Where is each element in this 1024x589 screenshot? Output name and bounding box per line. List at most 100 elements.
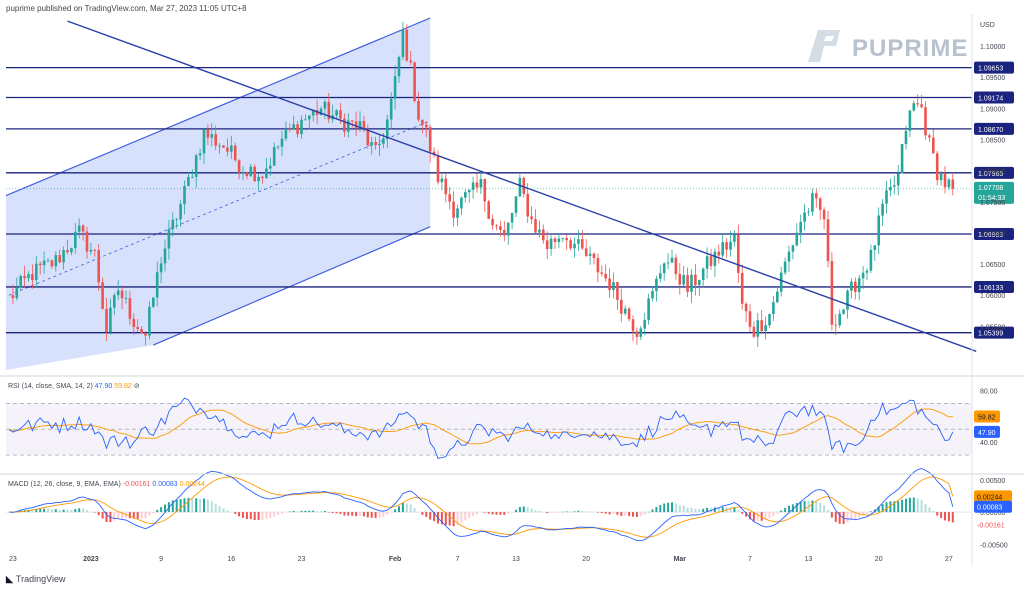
candle-body[interactable] (81, 225, 85, 232)
candle-body[interactable] (737, 234, 740, 273)
candle-body[interactable] (206, 129, 210, 138)
candle-body[interactable] (218, 145, 221, 147)
candle-body[interactable] (581, 239, 584, 249)
candle-body[interactable] (237, 160, 241, 173)
candle-body[interactable] (105, 308, 108, 333)
channel-lower-line[interactable] (153, 226, 431, 346)
candle-body[interactable] (740, 272, 744, 304)
candle-body[interactable] (620, 299, 623, 314)
candle-body[interactable] (916, 103, 919, 105)
candle-body[interactable] (518, 177, 522, 197)
candle-body[interactable] (514, 196, 518, 213)
candle-body[interactable] (31, 274, 34, 280)
rsi-line[interactable] (8, 397, 954, 460)
candle-body[interactable] (842, 309, 845, 314)
candle-body[interactable] (74, 231, 77, 249)
candle-body[interactable] (838, 313, 841, 326)
candle-body[interactable] (319, 108, 323, 115)
candle-body[interactable] (15, 287, 19, 299)
candle-body[interactable] (409, 60, 412, 63)
candle-body[interactable] (935, 153, 939, 181)
candle-body[interactable] (191, 176, 194, 178)
candle-body[interactable] (783, 261, 787, 273)
candle-body[interactable] (354, 121, 358, 128)
candle-body[interactable] (432, 151, 436, 156)
candle-body[interactable] (772, 302, 775, 315)
candle-body[interactable] (276, 146, 280, 148)
candle-body[interactable] (799, 221, 802, 233)
candle-body[interactable] (850, 281, 853, 291)
candle-body[interactable] (709, 256, 713, 266)
candle-body[interactable] (947, 179, 951, 188)
candle-body[interactable] (752, 326, 756, 337)
candle-body[interactable] (604, 273, 607, 279)
candle-body[interactable] (292, 124, 295, 130)
channel-upper-line[interactable] (5, 17, 431, 197)
candle-body[interactable] (327, 101, 331, 120)
candle-body[interactable] (155, 272, 159, 298)
candle-body[interactable] (179, 204, 182, 220)
candle-body[interactable] (487, 201, 490, 219)
candle-body[interactable] (818, 198, 822, 210)
candle-body[interactable] (643, 319, 646, 329)
candle-body[interactable] (50, 260, 54, 267)
candle-body[interactable] (639, 328, 643, 337)
candle-body[interactable] (362, 120, 366, 131)
candle-body[interactable] (405, 29, 409, 61)
candle-body[interactable] (686, 275, 689, 292)
candle-body[interactable] (522, 177, 526, 195)
candle-body[interactable] (194, 155, 198, 177)
candle-body[interactable] (296, 124, 299, 135)
candle-body[interactable] (272, 147, 276, 166)
candle-body[interactable] (124, 298, 128, 300)
candle-body[interactable] (779, 272, 783, 292)
candle-body[interactable] (311, 110, 315, 116)
candle-body[interactable] (561, 238, 565, 239)
candle-body[interactable] (542, 229, 545, 241)
candle-body[interactable] (175, 219, 178, 221)
candle-body[interactable] (241, 172, 245, 174)
candle-body[interactable] (822, 209, 826, 220)
candle-body[interactable] (393, 76, 397, 99)
candle-body[interactable] (257, 176, 260, 182)
candle-body[interactable] (421, 119, 424, 125)
candle-body[interactable] (569, 240, 572, 249)
candle-body[interactable] (444, 178, 448, 195)
candle-body[interactable] (698, 279, 701, 286)
candle-body[interactable] (530, 216, 533, 220)
candle-body[interactable] (58, 255, 61, 263)
candle-body[interactable] (932, 137, 935, 154)
candle-body[interactable] (70, 248, 73, 253)
candle-body[interactable] (214, 134, 217, 146)
candle-body[interactable] (830, 261, 834, 325)
candle-body[interactable] (366, 130, 370, 146)
candle-body[interactable] (378, 143, 381, 146)
candle-body[interactable] (308, 115, 311, 120)
candle-body[interactable] (66, 250, 69, 253)
candle-body[interactable] (674, 257, 678, 275)
candle-body[interactable] (198, 153, 202, 156)
candle-body[interactable] (374, 142, 377, 146)
candle-body[interactable] (253, 166, 256, 182)
candle-body[interactable] (136, 326, 139, 329)
candle-body[interactable] (335, 110, 338, 116)
candle-body[interactable] (904, 130, 908, 145)
candle-body[interactable] (440, 178, 444, 183)
candle-body[interactable] (690, 274, 693, 292)
candle-body[interactable] (768, 314, 771, 326)
candle-body[interactable] (807, 211, 810, 213)
candle-body[interactable] (920, 104, 923, 108)
candle-body[interactable] (744, 303, 748, 312)
candle-body[interactable] (873, 245, 877, 250)
candle-body[interactable] (304, 119, 307, 121)
candle-body[interactable] (912, 103, 916, 111)
candle-body[interactable] (670, 257, 674, 263)
candle-body[interactable] (230, 145, 233, 152)
candle-body[interactable] (19, 276, 22, 288)
candle-body[interactable] (506, 222, 510, 236)
candle-body[interactable] (347, 120, 350, 132)
candle-body[interactable] (694, 274, 697, 286)
candle-body[interactable] (865, 270, 869, 273)
candle-body[interactable] (776, 291, 779, 303)
